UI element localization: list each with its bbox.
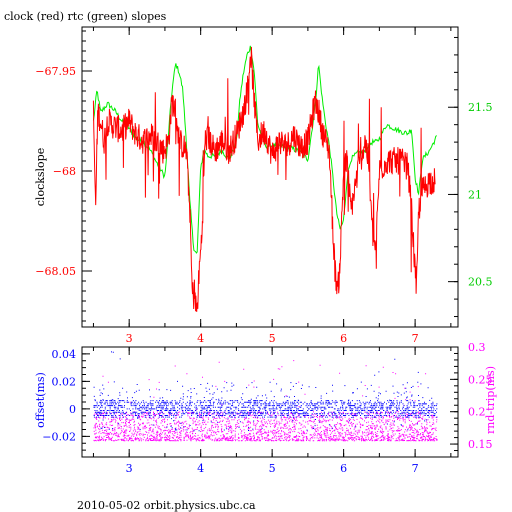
clockslope-tick-label: −67.95 — [35, 65, 76, 78]
rnd-trip-tick-label: 0.2 — [468, 406, 486, 419]
rnd-trip-tick-label: 0.25 — [468, 373, 493, 386]
rnd-trip-tick-label: 0.15 — [468, 438, 493, 451]
footer-caption: 2010-05-02 orbit.physics.ubc.ca — [77, 499, 256, 512]
offset-plot: 3 4 5 6 7 0.04 0.02 0 −0.02 0.3 0.25 0.2 0.15 offs… — [34, 341, 497, 475]
offset-axis-label: offset(ms) — [34, 372, 47, 428]
offset-tick-label: 0 — [69, 403, 76, 416]
rtc-slope-tick-label: 21.5 — [468, 101, 493, 114]
slopes-x-tick-label: 6 — [340, 332, 347, 345]
slopes-plot: 3 4 5 6 7 −67.95 −68 −68.05 21.5 21 20.5 clocksl… — [34, 26, 493, 345]
slopes-x-tick-label: 4 — [197, 332, 204, 345]
offset-tick-label: 0.04 — [52, 348, 77, 361]
offset-x-tick-label: 3 — [126, 462, 133, 475]
rnd-trip-points — [93, 360, 438, 442]
clockslope-axis-label: clockslope — [34, 148, 47, 206]
rtc-slope-tick-label: 21 — [468, 188, 482, 201]
rnd-trip-tick-label: 0.3 — [468, 341, 486, 354]
offset-tick-label: 0.02 — [52, 375, 77, 388]
offset-x-axis: 3 4 5 6 7 — [92, 347, 452, 475]
chart-title: clock (red) rtc (green) slopes — [4, 10, 167, 23]
slopes-x-axis: 3 4 5 6 7 — [92, 27, 452, 345]
slopes-plot-frame — [81, 26, 459, 328]
offset-x-tick-label: 6 — [340, 462, 347, 475]
clockslope-tick-label: −68 — [53, 165, 76, 178]
offset-series — [93, 351, 438, 442]
offset-x-tick-label: 5 — [269, 462, 276, 475]
rnd-trip-axis-label: rnd-trip(ms) — [484, 366, 497, 434]
offset-axis: 0.04 0.02 0 −0.02 — [42, 348, 90, 451]
slopes-series — [92, 45, 437, 312]
clockslope-axis: −67.95 −68 −68.05 — [35, 30, 92, 322]
slopes-x-tick-label: 7 — [412, 332, 419, 345]
clockslope-tick-label: −68.05 — [35, 265, 76, 278]
offset-points — [93, 351, 438, 432]
rtc-slope-axis: 21.5 21 20.5 — [448, 36, 493, 318]
rnd-trip-axis: 0.3 0.25 0.2 0.15 — [450, 341, 493, 451]
slopes-x-tick-label: 5 — [269, 332, 276, 345]
slopes-x-tick-label: 3 — [126, 332, 133, 345]
offset-tick-label: −0.02 — [42, 430, 76, 443]
offset-x-tick-label: 4 — [197, 462, 204, 475]
rtc-slope-tick-label: 20.5 — [468, 276, 493, 289]
offset-x-tick-label: 7 — [412, 462, 419, 475]
clock-series-line — [92, 46, 436, 312]
